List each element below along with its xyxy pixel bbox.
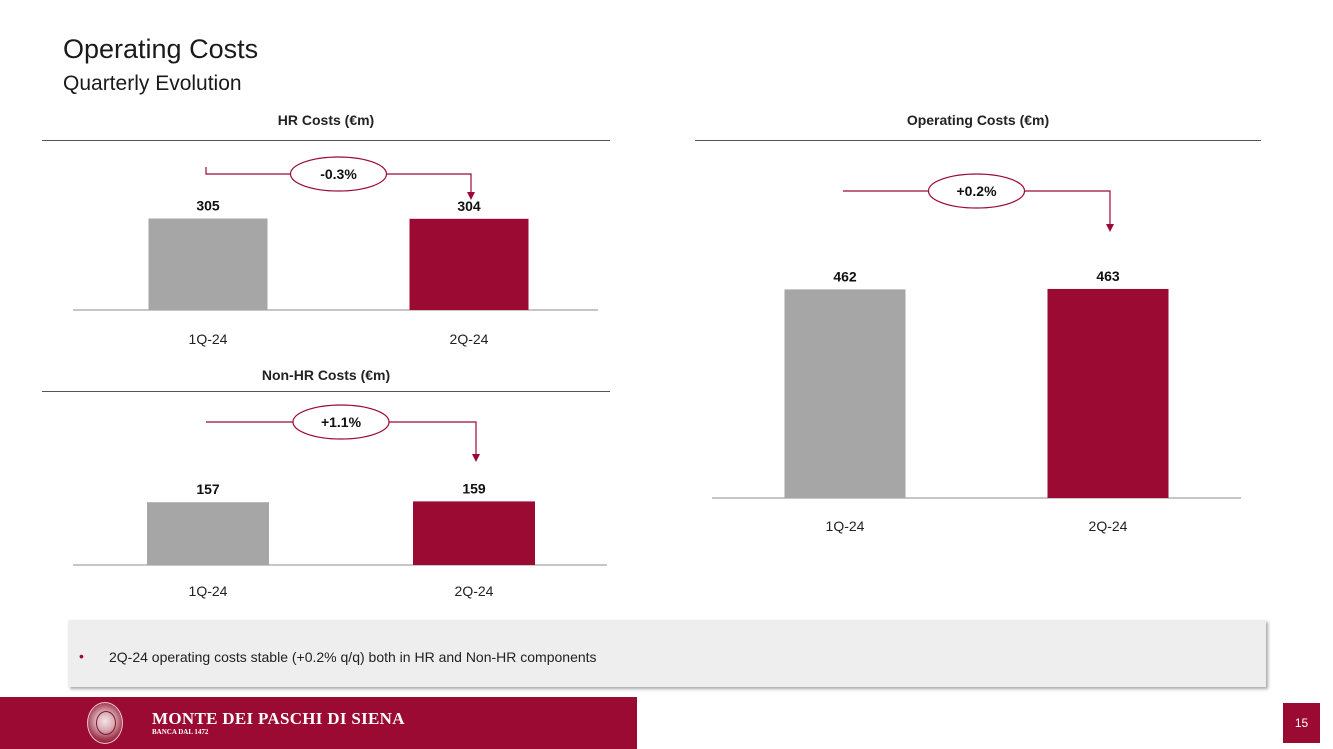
chart-title: Non-HR Costs (€m) bbox=[261, 367, 391, 383]
x-tick-label: 1Q-24 bbox=[826, 518, 865, 534]
commentary-box: • 2Q-24 operating costs stable (+0.2% q/… bbox=[68, 620, 1266, 687]
bank-seal-logo-icon bbox=[87, 702, 123, 744]
data-label: 159 bbox=[462, 480, 486, 496]
hr-costs-plot: 305 1Q-24 304 2Q-24 -0.3% bbox=[73, 156, 598, 347]
change-badge bbox=[292, 404, 390, 440]
chart-title-rule bbox=[695, 140, 1261, 141]
commentary-text: 2Q-24 operating costs stable (+0.2% q/q)… bbox=[109, 649, 597, 665]
brand-name: MONTE DEI PASCHI DI SIENA bbox=[152, 709, 405, 728]
bar-2Q-24 bbox=[413, 501, 535, 565]
change-label: +0.2% bbox=[956, 183, 997, 199]
data-label: 463 bbox=[1096, 268, 1120, 284]
page-title: Operating Costs bbox=[63, 34, 259, 64]
bar-1Q-24 bbox=[147, 502, 269, 565]
x-tick-label: 2Q-24 bbox=[1089, 518, 1128, 534]
bullet-icon: • bbox=[79, 648, 84, 664]
operating-costs-plot: 462 1Q-24 463 2Q-24 +0.2% bbox=[712, 173, 1241, 534]
data-label: 157 bbox=[196, 481, 220, 497]
chart-title: Operating Costs (€m) bbox=[906, 112, 1050, 128]
bar-2Q-24 bbox=[1047, 288, 1169, 498]
change-arrowhead-icon bbox=[1106, 224, 1114, 232]
x-tick-label: 1Q-24 bbox=[189, 583, 228, 599]
operating-costs-chart: Operating Costs (€m) 462 1Q-24 463 2Q-24 +0.… bbox=[695, 112, 1261, 552]
page-subtitle: Quarterly Evolution bbox=[63, 72, 242, 95]
x-tick-label: 2Q-24 bbox=[455, 583, 494, 599]
hr-costs-chart: HR Costs (€m) 305 1Q-24 304 2Q-24 -0.3% bbox=[42, 112, 610, 352]
change-arrowhead-icon bbox=[472, 454, 480, 462]
bar-2Q-24 bbox=[409, 218, 529, 310]
non-hr-costs-chart: Non-HR Costs (€m) 157 1Q-24 159 2Q-24 +1.1% bbox=[42, 367, 610, 607]
change-arrowhead-icon bbox=[467, 192, 475, 200]
brand-tagline: BANCA DAL 1472 bbox=[152, 728, 209, 736]
change-label: -0.3% bbox=[320, 166, 357, 182]
chart-title: HR Costs (€m) bbox=[277, 112, 375, 128]
chart-title-rule bbox=[42, 140, 610, 141]
change-badge bbox=[289, 156, 388, 192]
x-tick-label: 1Q-24 bbox=[189, 331, 228, 347]
chart-title-rule bbox=[42, 391, 610, 392]
change-label: +1.1% bbox=[321, 414, 362, 430]
data-label: 305 bbox=[196, 198, 220, 214]
bar-1Q-24 bbox=[148, 218, 268, 310]
x-tick-label: 2Q-24 bbox=[450, 331, 489, 347]
non-hr-costs-plot: 157 1Q-24 159 2Q-24 +1.1% bbox=[73, 404, 607, 599]
page-number: 15 bbox=[1283, 703, 1320, 743]
change-badge bbox=[927, 173, 1026, 209]
data-label: 462 bbox=[833, 268, 857, 284]
bar-1Q-24 bbox=[784, 289, 906, 498]
data-label: 304 bbox=[457, 198, 481, 214]
